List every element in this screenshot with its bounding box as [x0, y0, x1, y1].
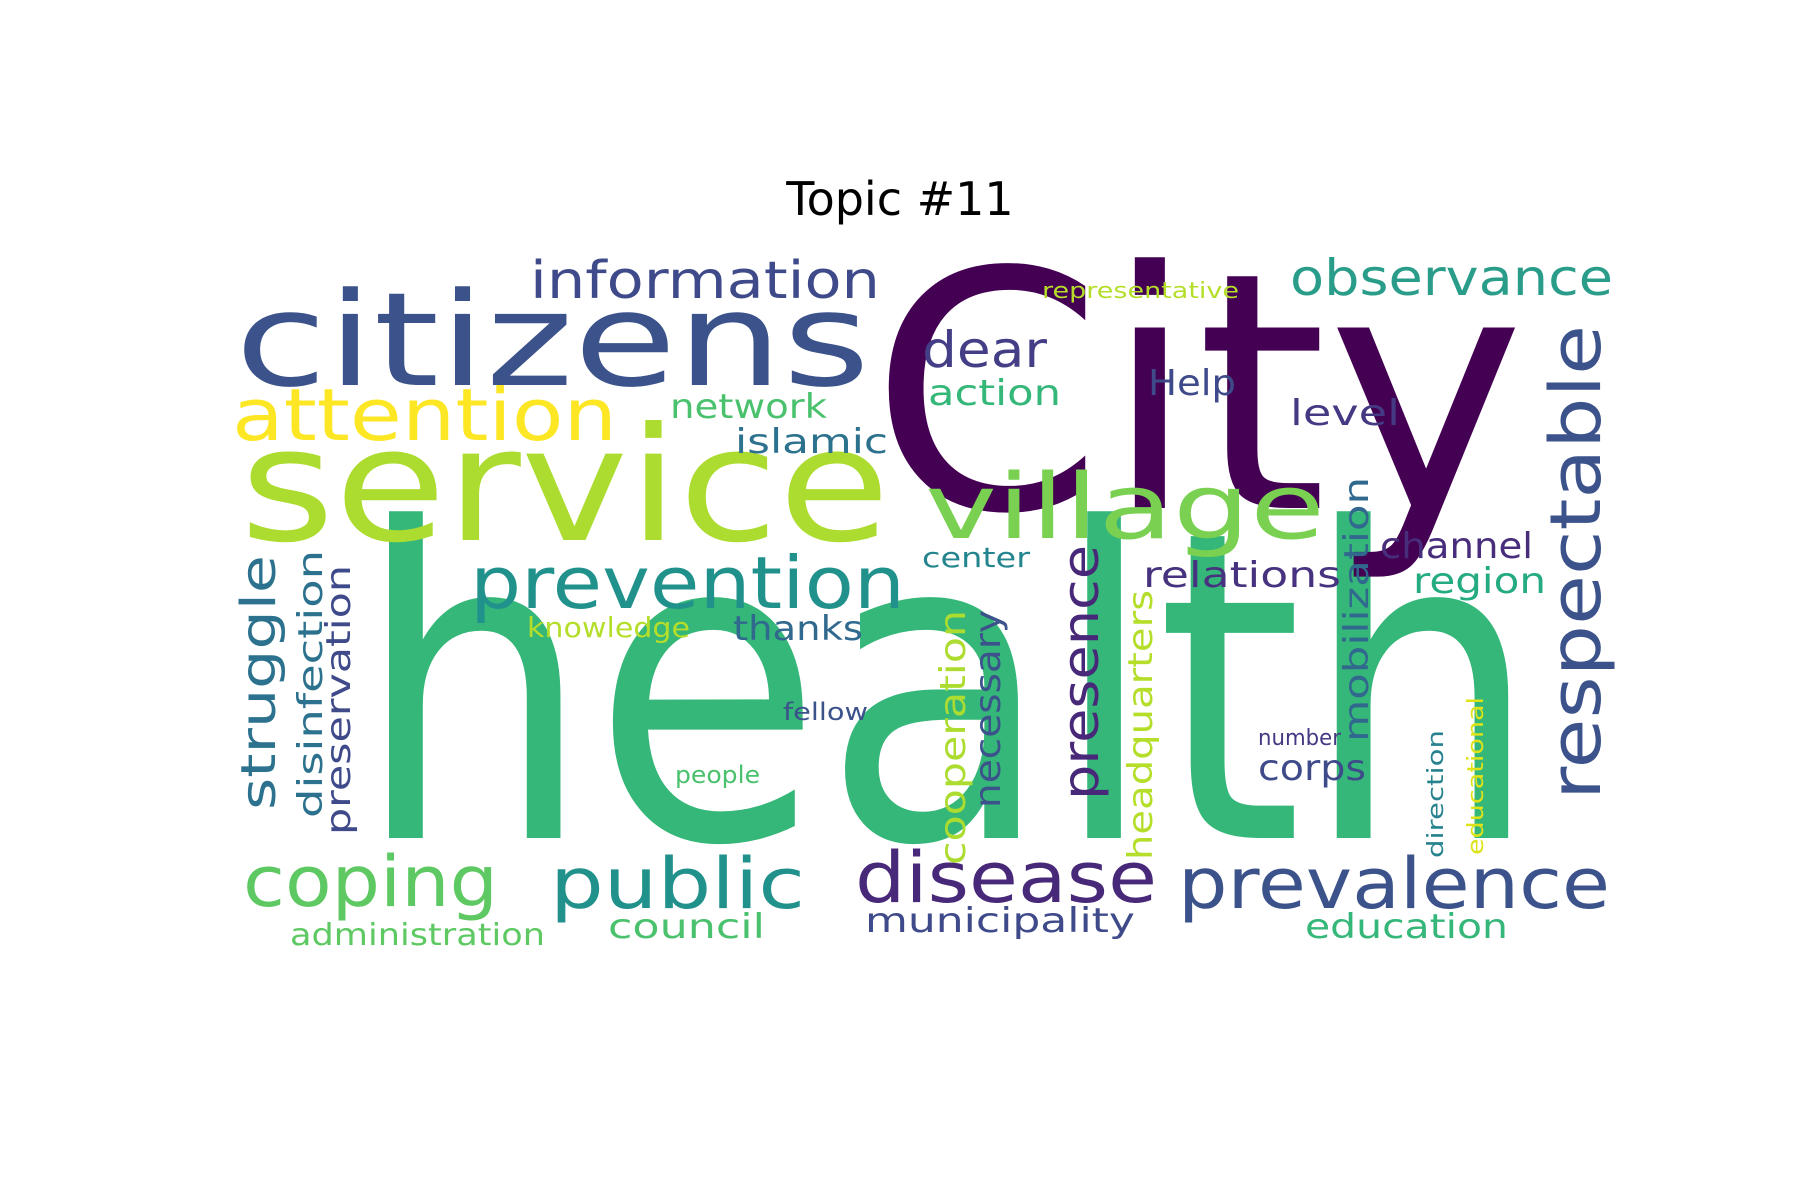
word-level: level [1290, 393, 1400, 434]
word-network: network [670, 387, 827, 427]
word-center: center [922, 541, 1031, 574]
word-respectable: respectable [1535, 325, 1617, 800]
word-prevention: prevention [470, 541, 905, 625]
word-citizens: citizens [235, 264, 870, 416]
word-direction: direction [1424, 730, 1449, 858]
word-people: people [675, 761, 760, 789]
word-knowledge: knowledge [527, 611, 690, 644]
word-islamic: islamic [735, 422, 888, 462]
word-help: Help [1148, 363, 1236, 404]
word-disinfection: disinfection [291, 550, 331, 818]
word-cooperation: cooperation [933, 610, 974, 865]
word-information: information [530, 251, 880, 311]
word-presence: presence [1052, 545, 1110, 800]
word-representative: representative [1042, 279, 1239, 304]
word-coping: coping [243, 841, 498, 923]
word-village: village [925, 455, 1325, 560]
word-number: number [1258, 726, 1342, 751]
word-observance: observance [1290, 249, 1613, 307]
word-action: action [928, 373, 1061, 414]
word-public: public [550, 843, 805, 925]
word-service: service [240, 394, 890, 578]
word-corps: corps [1258, 748, 1366, 789]
cloud-title: Topic #11 [786, 172, 1014, 226]
word-mobilization: mobilization [1337, 477, 1377, 742]
word-educational: educational [1464, 697, 1489, 855]
word-region: region [1413, 561, 1546, 602]
word-health: health [355, 440, 1540, 940]
word-prevalence: prevalence [1178, 843, 1610, 925]
word-relations: relations [1143, 555, 1341, 596]
word-council: council [608, 907, 765, 947]
word-attention: attention [232, 373, 617, 457]
word-administration: administration [290, 918, 545, 953]
word-preservation: preservation [319, 565, 359, 835]
word-city: City [870, 202, 1525, 586]
word-channel: channel [1380, 526, 1533, 567]
word-dear: dear [922, 321, 1047, 379]
word-struggle: struggle [231, 555, 287, 810]
word-disease: disease [855, 837, 1157, 919]
word-education: education [1305, 907, 1508, 947]
word-necessary: necessary [968, 610, 1009, 808]
word-thanks: thanks [733, 609, 863, 649]
word-fellow: fellow [783, 698, 868, 726]
word-headquarters: headquarters [1121, 590, 1161, 860]
word-municipality: municipality [865, 901, 1135, 941]
